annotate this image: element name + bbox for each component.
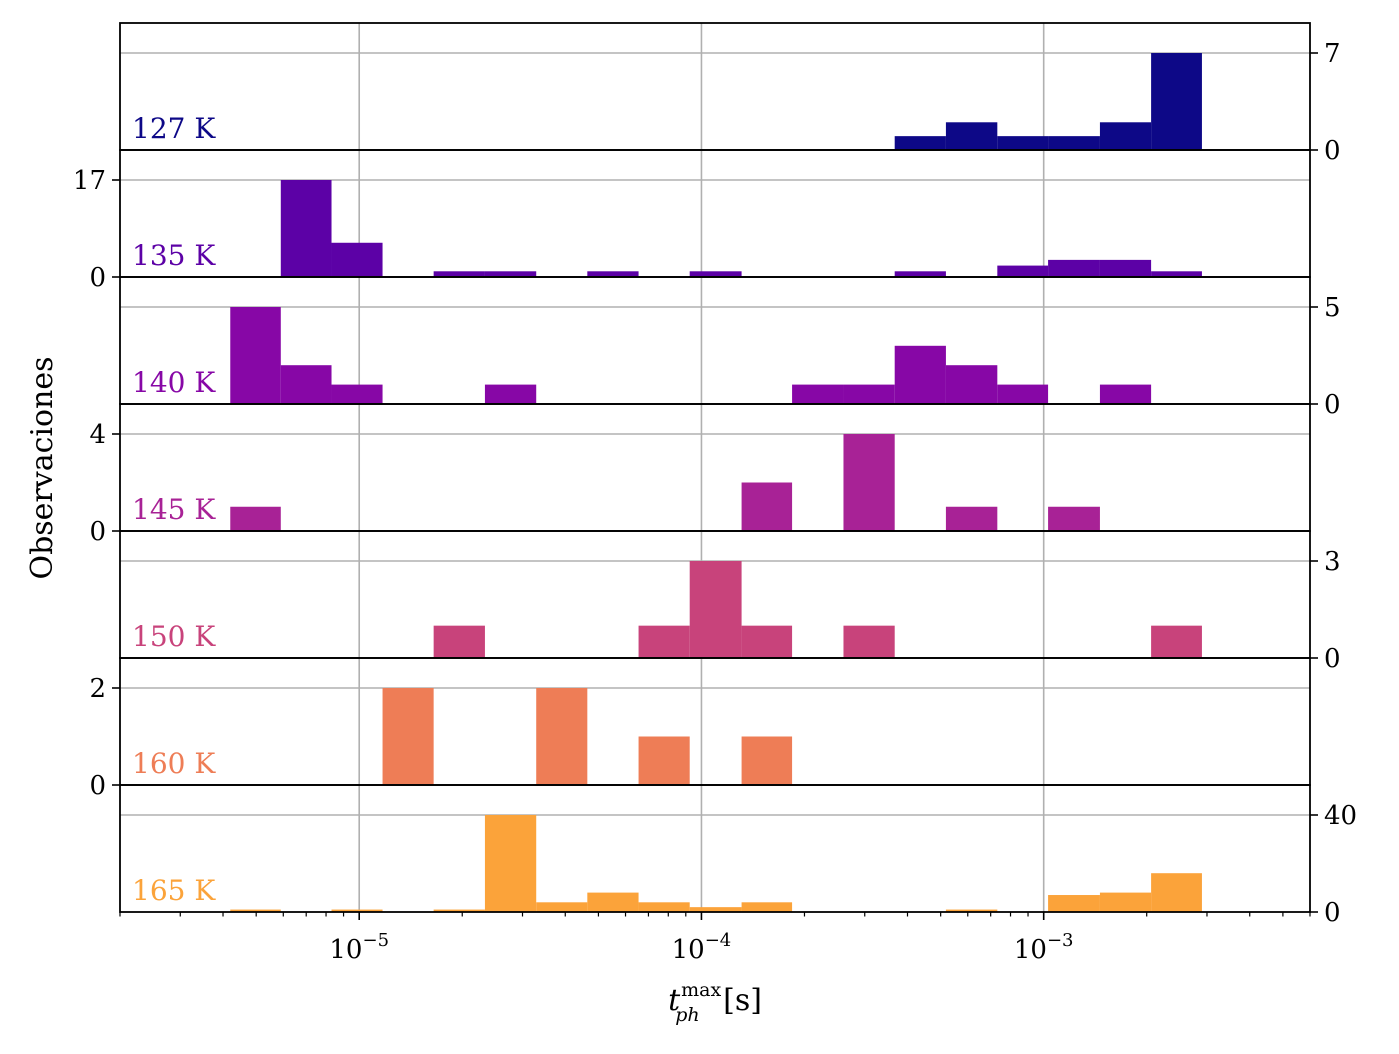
panel-label: 150 K [132,620,216,653]
panel-frame [119,403,1311,532]
histogram-bar [1048,136,1100,150]
histogram-bar [484,271,537,277]
y-tick-label: 0 [1324,136,1341,166]
histogram-bar [638,736,690,785]
histogram-bar [382,688,434,785]
y-tick-label: 0 [1324,898,1341,928]
histogram-bar [1099,259,1152,277]
frame-layer [112,22,1318,920]
histogram-bar [536,688,588,785]
y-tick-label: 2 [89,674,106,704]
panel-label: 140 K [132,366,216,399]
histogram-bar [280,365,332,404]
histogram-bar [433,271,485,277]
y-tick-label: 0 [1324,644,1341,674]
y-axis-title: Observaciones [25,356,60,579]
panel-label: 135 K [132,239,216,272]
x-axis-title-subscript: ph [675,1004,699,1026]
y-tick-label: 5 [1324,293,1341,323]
histogram-bar [997,384,1049,404]
histogram-bar [1151,625,1202,658]
x-axis-title-superscript: max [681,979,721,1001]
x-axis-title-symbol: t [668,983,681,1018]
y-tick-label: 0 [89,517,106,547]
y-tick-label: 40 [1324,801,1357,831]
histogram-bar [1151,53,1202,150]
y-tick-label: 17 [73,166,106,196]
x-axis-title: tmax ph [s] [668,979,762,1026]
y-tick-label: 4 [89,420,106,450]
histogram-bar [894,271,946,277]
histogram-bar [1151,873,1202,912]
bars-layer [230,53,1202,912]
histogram-bar [945,122,998,150]
histogram-bar [280,180,332,277]
histogram-bar [1099,122,1152,150]
histogram-bar [843,384,895,404]
histogram-bar [1048,259,1100,277]
histogram-bar [741,902,793,912]
panel-label: 165 K [132,874,216,907]
histogram-bar [230,909,281,912]
histogram-bar [689,907,742,912]
histogram-bar [587,892,639,912]
histogram-bar [843,434,895,531]
panel-label: 160 K [132,747,216,780]
histogram-bar [1048,506,1100,531]
histogram-bar [894,136,946,150]
y-tick-label: 3 [1324,547,1341,577]
histogram-bar [331,242,383,277]
y-tick-label: 0 [1324,390,1341,420]
histogram-bar [587,271,639,277]
panel-frame [119,784,1311,913]
histogram-bar [331,909,383,912]
panel-label: 145 K [132,493,216,526]
histogram-bar [638,902,690,912]
x-tick-label: 10−5 [329,930,389,965]
histogram-bar [945,909,998,912]
histogram-bar [945,365,998,404]
y-tick-label: 0 [89,263,106,293]
histogram-bar [230,506,281,531]
x-tick-label: 10−4 [672,930,732,965]
histogram-bar [230,307,281,404]
histogram-bar [689,561,742,658]
histogram-bar [997,136,1049,150]
histogram-bar [331,384,383,404]
histogram-bar [843,625,895,658]
histogram-bar [741,482,793,531]
x-axis-title-unit: [s] [714,983,762,1018]
panel-label: 127 K [132,112,216,145]
histogram-bar [638,625,690,658]
histogram-bar [689,271,742,277]
labels-layer: 0 7 127 K 0 17 135 K 0 5 140 K 0 4 145 K 0 3 150 K 0 2 16… [73,39,1357,965]
histogram-bar [997,265,1049,277]
histogram-bar [484,384,537,404]
histogram-bar [1099,892,1152,912]
histogram-bar [484,815,537,912]
y-tick-label: 7 [1324,39,1341,69]
histogram-bar [945,506,998,531]
histogram-bar [536,902,588,912]
histogram-bar [433,909,485,912]
histogram-bar [792,384,844,404]
histogram-bar [894,345,946,404]
x-tick-label: 10−3 [1014,930,1074,965]
y-tick-label: 0 [89,771,106,801]
grid-layer [120,23,1310,912]
histogram-bar [741,625,793,658]
histogram-bar [741,736,793,785]
histogram-bar [1151,271,1202,277]
histogram-bar [1048,895,1100,912]
histogram-bar [433,625,485,658]
panel-frame [119,657,1311,786]
histogram-bar [1099,384,1152,404]
